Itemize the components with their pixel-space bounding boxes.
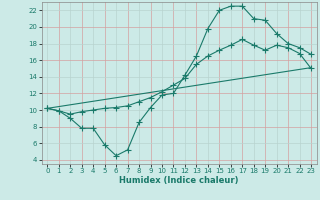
X-axis label: Humidex (Indice chaleur): Humidex (Indice chaleur) bbox=[119, 176, 239, 185]
